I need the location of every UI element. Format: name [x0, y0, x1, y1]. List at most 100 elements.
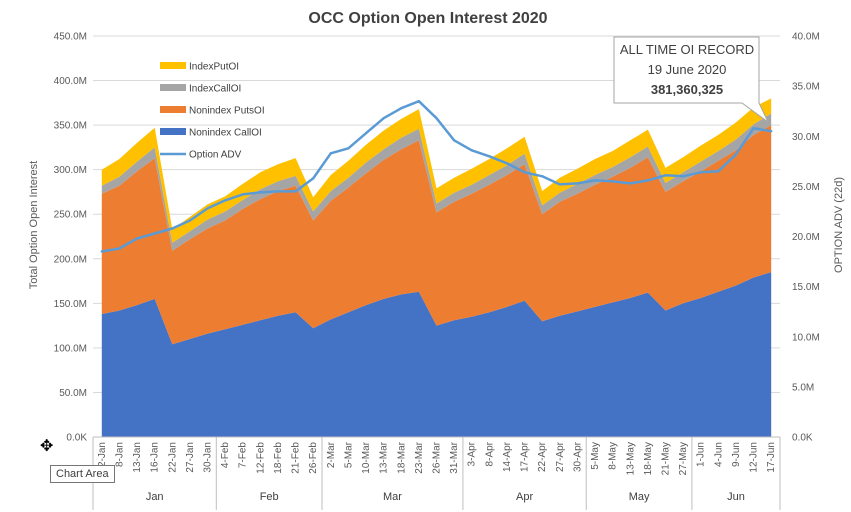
month-label: Jun [727, 491, 745, 503]
adv-point [558, 183, 561, 186]
y-tick-label: 50.0M [59, 388, 87, 399]
adv-point [770, 130, 773, 133]
x-tick-label: 14-Apr [502, 441, 513, 472]
x-tick-label: 4-Jun [713, 442, 724, 467]
y2-tick-label: 10.0M [792, 332, 820, 343]
adv-point [100, 250, 104, 253]
legend-swatch-nonindex-calloi [160, 128, 186, 135]
x-axis: 2-Jan 8-Jan 13-Jan 16-Jan 22-Jan 27-Jan 30-Jan… [92, 436, 781, 510]
month-label: Apr [516, 491, 533, 503]
x-tick-label: 17-Jun [766, 442, 777, 473]
y2-tick-label: 35.0M [792, 82, 820, 93]
adv-point [135, 237, 139, 240]
x-tick-label: 4-Feb [220, 442, 231, 469]
adv-point [241, 193, 244, 196]
adv-point [470, 149, 473, 152]
x-tick-label: 22-Jan [167, 442, 178, 473]
adv-point [717, 170, 720, 173]
x-tick-label: 27-May [678, 442, 689, 475]
y-tick-label: 250.0M [54, 210, 87, 221]
area-nonindex-putsoi [101, 125, 772, 345]
x-tick-label: 12-Feb [255, 442, 266, 474]
y-tick-label: 100.0M [54, 343, 87, 354]
area-nonindex-calloi [101, 272, 772, 437]
adv-point [400, 107, 403, 110]
adv-point [699, 171, 702, 174]
adv-point [681, 175, 685, 178]
x-tick-label: 3-Apr [467, 441, 478, 466]
x-tick-label: 2-Mar [326, 441, 337, 468]
adv-point [294, 190, 297, 193]
adv-line-group [100, 99, 773, 253]
x-tick-label: 21-May [661, 442, 672, 475]
y-tick-label: 200.0M [54, 254, 87, 265]
adv-point [188, 219, 192, 222]
adv-point [223, 199, 227, 202]
x-tick-label: 2-Jan [97, 442, 108, 467]
adv-point [259, 191, 262, 194]
y2-axis-label: OPTION ADV (22d) [833, 177, 845, 273]
y-tick-label: 300.0M [54, 165, 87, 176]
legend-swatch-nonindex-putsoi [160, 106, 186, 113]
x-tick-label: 18-Mar [396, 441, 407, 473]
y-tick-label: 0.0K [66, 433, 87, 444]
callout-line3: 381,360,325 [651, 82, 723, 97]
y2-tick-label: 25.0M [792, 182, 820, 193]
callout-line2: 19 June 2020 [648, 62, 727, 77]
month-label: Jan [146, 491, 164, 503]
stacked-areas [101, 98, 772, 437]
y2-tick-label: 20.0M [792, 232, 820, 243]
y-tick-label: 350.0M [54, 121, 87, 132]
y-tick-label: 400.0M [54, 76, 87, 87]
x-tick-label: 8-Jan [114, 442, 125, 467]
legend-label-nonindex-putsoi: Nonindex PutsOI [189, 106, 265, 117]
adv-point [329, 152, 332, 155]
x-tick-label: 30-Jan [203, 442, 214, 473]
y2-tick-label: 5.0M [792, 382, 814, 393]
adv-point [593, 179, 597, 182]
legend-label-indexputoi: IndexPutOI [189, 62, 239, 73]
x-tick-label: 5-May [590, 442, 601, 470]
adv-point [752, 127, 755, 130]
adv-point [171, 227, 174, 230]
x-tick-label: 8-May [608, 442, 619, 470]
x-tick-label: 31-Mar [449, 441, 460, 473]
x-tick-label: 9-Jun [731, 442, 742, 467]
x-tick-label: 26-Feb [308, 442, 319, 474]
y2-tick-label: 15.0M [792, 282, 820, 293]
adv-point [118, 247, 121, 250]
x-tick-label: 13-May [625, 442, 636, 475]
x-tick-label: 22-Apr [537, 441, 548, 472]
x-tick-label: 7-Feb [238, 442, 249, 469]
x-tick-label: 10-Mar [361, 441, 372, 473]
adv-point [206, 207, 209, 210]
chart-area-tooltip: Chart Area [50, 465, 115, 483]
x-tick-label: 27-Apr [555, 441, 566, 472]
y2-tick-label: 30.0M [792, 132, 820, 143]
y2-tick-label: 0.0K [792, 433, 813, 444]
adv-point [276, 190, 280, 193]
x-tick-label: 17-Apr [520, 441, 531, 472]
adv-point [505, 162, 509, 165]
callout-box [613, 36, 769, 123]
adv-point [611, 180, 614, 183]
adv-point [435, 117, 438, 120]
x-tick-label: 16-Jan [150, 442, 161, 473]
x-tick-label: 1-Jun [696, 442, 707, 467]
adv-point [523, 171, 526, 174]
x-tick-label: 26-Mar [432, 441, 443, 473]
record-callout: ALL TIME OI RECORD 19 June 2020 381,360,… [613, 36, 769, 123]
chart-title: OCC Option Open Interest 2020 [308, 10, 547, 27]
adv-point [312, 177, 315, 180]
month-label: Feb [260, 491, 279, 503]
primary-y-axis: 0.0K 50.0M 100.0M 150.0M 200.0M 250.0M 300.0M 3… [54, 32, 88, 444]
adv-point [417, 100, 421, 103]
x-tick-label: 8-Apr [484, 441, 495, 466]
y-axis-label: Total Option Open Interest [28, 161, 40, 289]
x-tick-label: 21-Feb [291, 442, 302, 474]
legend: IndexPutOI IndexCallOI Nonindex PutsOI Noni… [160, 62, 265, 161]
x-tick-label: 27-Jan [185, 442, 196, 473]
adv-point [452, 139, 456, 142]
x-tick-label: 23-Mar [414, 441, 425, 473]
